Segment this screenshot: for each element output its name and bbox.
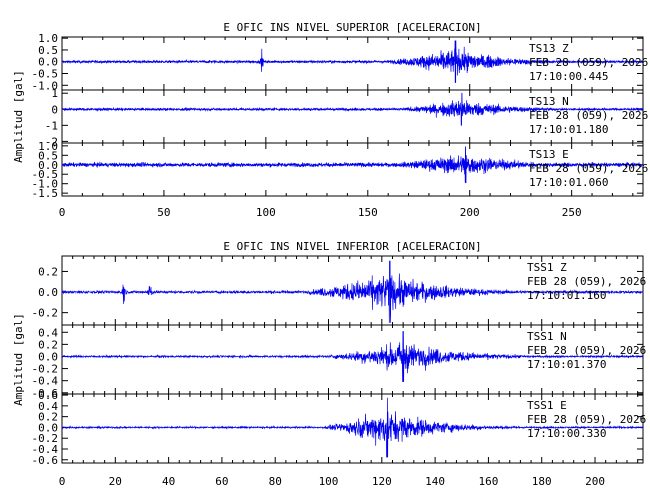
y-tick-label: 1	[51, 87, 58, 100]
y-tick-label: 0.0	[38, 421, 58, 434]
trace-date-label: FEB 28 (059), 2026	[529, 109, 648, 122]
trace-date-label: FEB 28 (059), 2026	[527, 344, 646, 357]
waveform-trace	[61, 331, 644, 382]
panel-frame	[61, 393, 644, 464]
x-tick-label: 20	[109, 475, 122, 488]
trace-date-label: FEB 28 (059), 2026	[527, 275, 646, 288]
y-tick-label: 0.4	[38, 400, 58, 413]
y-axis-label: Amplitud [gal]	[12, 313, 25, 406]
y-tick-label: -2	[45, 135, 58, 148]
x-tick-label: 50	[157, 206, 170, 219]
y-tick-label: 0.0	[38, 56, 58, 69]
y-tick-label: -0.2	[32, 307, 59, 320]
y-tick-label: 0.2	[38, 338, 58, 351]
trace-station-label: TS13 E	[529, 148, 569, 161]
x-tick-label: 150	[358, 206, 378, 219]
y-tick-label: 1.0	[38, 140, 58, 153]
y-tick-label: -0.5	[32, 168, 59, 181]
y-tick-label: -1.0	[32, 178, 59, 191]
trace-station-label: TSS1 Z	[527, 261, 567, 274]
x-tick-label: 80	[269, 475, 282, 488]
y-tick-label: -0.2	[32, 363, 59, 376]
x-tick-label: 100	[256, 206, 276, 219]
y-tick-label: 0	[51, 103, 58, 116]
chart-title: E OFIC INS NIVEL SUPERIOR [ACELERACION]	[223, 21, 481, 34]
x-tick-label: 140	[425, 475, 445, 488]
waveform-trace	[61, 397, 644, 458]
trace-date-label: FEB 28 (059), 2026	[529, 56, 648, 69]
x-tick-label: 250	[562, 206, 582, 219]
x-tick-label: 40	[162, 475, 175, 488]
y-tick-label: 0.0	[38, 286, 58, 299]
y-tick-label: 1.0	[38, 32, 58, 45]
x-tick-label: 120	[372, 475, 392, 488]
trace-time-label: 17:10:01.370	[527, 358, 606, 371]
chart-title: E OFIC INS NIVEL INFERIOR [ACELERACION]	[223, 240, 481, 253]
y-tick-label: -0.2	[32, 432, 59, 445]
y-tick-label: 0.4	[38, 326, 58, 339]
y-tick-label: 0.0	[38, 159, 58, 172]
trace-time-label: 17:10:00.445	[529, 70, 608, 83]
y-tick-label: 0.5	[38, 149, 58, 162]
y-tick-label: -0.4	[32, 443, 59, 456]
y-tick-label: -1.0	[32, 79, 59, 92]
trace-station-label: TSS1 E	[527, 399, 567, 412]
trace-time-label: 17:10:01.060	[529, 176, 608, 189]
waveform-trace	[61, 146, 644, 184]
trace-station-label: TS13 N	[529, 95, 569, 108]
x-tick-label: 0	[59, 475, 66, 488]
trace-date-label: FEB 28 (059), 2026	[527, 413, 646, 426]
waveform-trace	[61, 40, 644, 83]
trace-time-label: 17:10:00.330	[527, 427, 606, 440]
y-tick-label: -1	[45, 119, 58, 132]
waveform-trace	[61, 260, 644, 323]
y-tick-label: -0.5	[32, 68, 59, 81]
y-tick-label: -0.4	[32, 375, 59, 388]
y-axis-label: Amplitud [gal]	[12, 70, 25, 163]
x-tick-label: 60	[215, 475, 228, 488]
x-tick-label: 100	[319, 475, 339, 488]
waveform-trace	[61, 92, 644, 126]
x-tick-label: 200	[585, 475, 605, 488]
trace-time-label: 17:10:01.180	[529, 123, 608, 136]
y-tick-label: 0.5	[38, 44, 58, 57]
trace-date-label: FEB 28 (059), 2026	[529, 162, 648, 175]
y-tick-label: -1.5	[32, 187, 59, 200]
y-tick-label: -0.6	[32, 387, 59, 400]
y-tick-label: -0.6	[32, 454, 59, 467]
trace-time-label: 17:10:01.160	[527, 289, 606, 302]
x-tick-label: 160	[478, 475, 498, 488]
trace-station-label: TS13 Z	[529, 42, 569, 55]
x-tick-label: 200	[460, 206, 480, 219]
x-tick-label: 180	[532, 475, 552, 488]
y-tick-label: 0.6	[38, 389, 58, 402]
panel-frame	[61, 142, 644, 197]
y-tick-label: 0.0	[38, 350, 58, 363]
trace-station-label: TSS1 N	[527, 330, 567, 343]
y-tick-label: 0.2	[38, 411, 58, 424]
x-tick-label: 0	[59, 206, 66, 219]
y-tick-label: 0.2	[38, 265, 58, 278]
